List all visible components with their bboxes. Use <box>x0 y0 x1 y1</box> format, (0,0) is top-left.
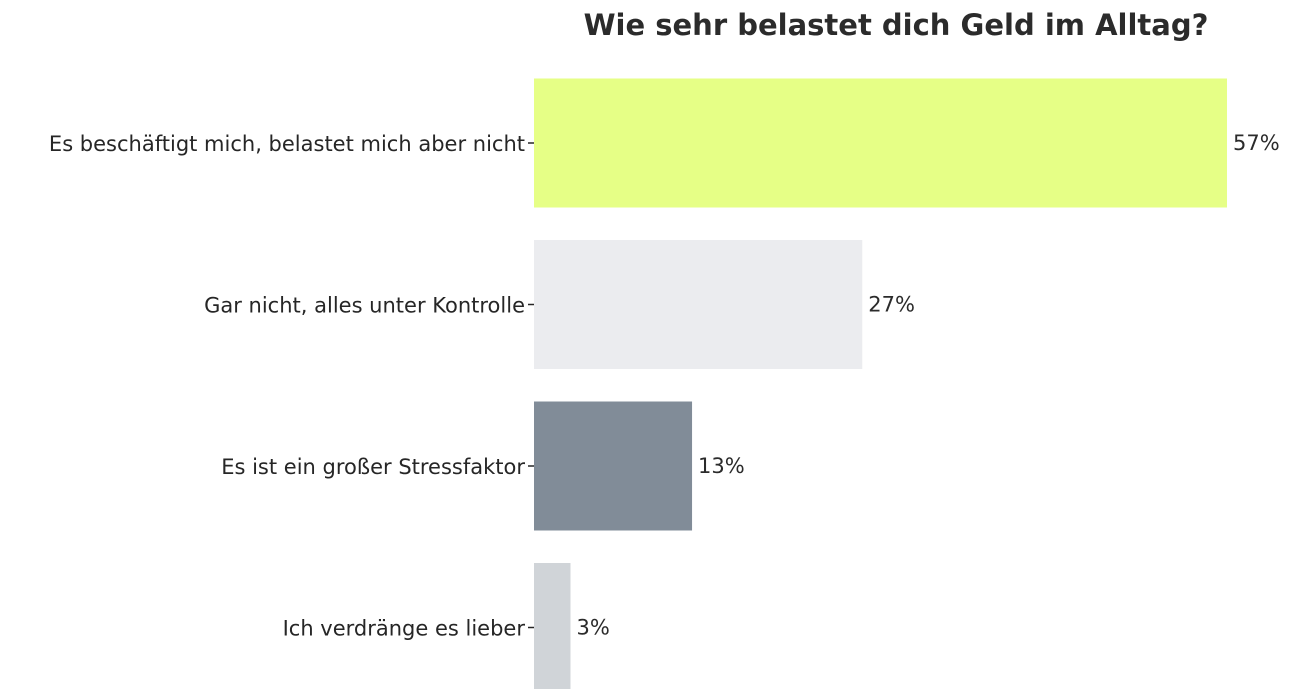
category-label-2: Gar nicht, alles unter Kontrolle <box>204 294 525 318</box>
bars-layer: Es beschäftigt mich, belastet mich aber … <box>49 78 1280 689</box>
bar-3 <box>534 401 693 531</box>
value-label-2: 27% <box>868 293 915 317</box>
category-label-1: Es beschäftigt mich, belastet mich aber … <box>49 132 525 156</box>
bar-4 <box>534 563 571 689</box>
bar-1 <box>534 78 1227 208</box>
value-label-3: 13% <box>698 454 745 478</box>
bar-2 <box>534 240 863 369</box>
value-label-4: 3% <box>576 616 609 640</box>
category-label-3: Es ist ein großer Stressfaktor <box>221 455 525 479</box>
chart-title: Wie sehr belastet dich Geld im Alltag? <box>584 8 1209 42</box>
value-label-1: 57% <box>1233 131 1280 155</box>
category-label-4: Ich verdränge es lieber <box>283 617 526 641</box>
